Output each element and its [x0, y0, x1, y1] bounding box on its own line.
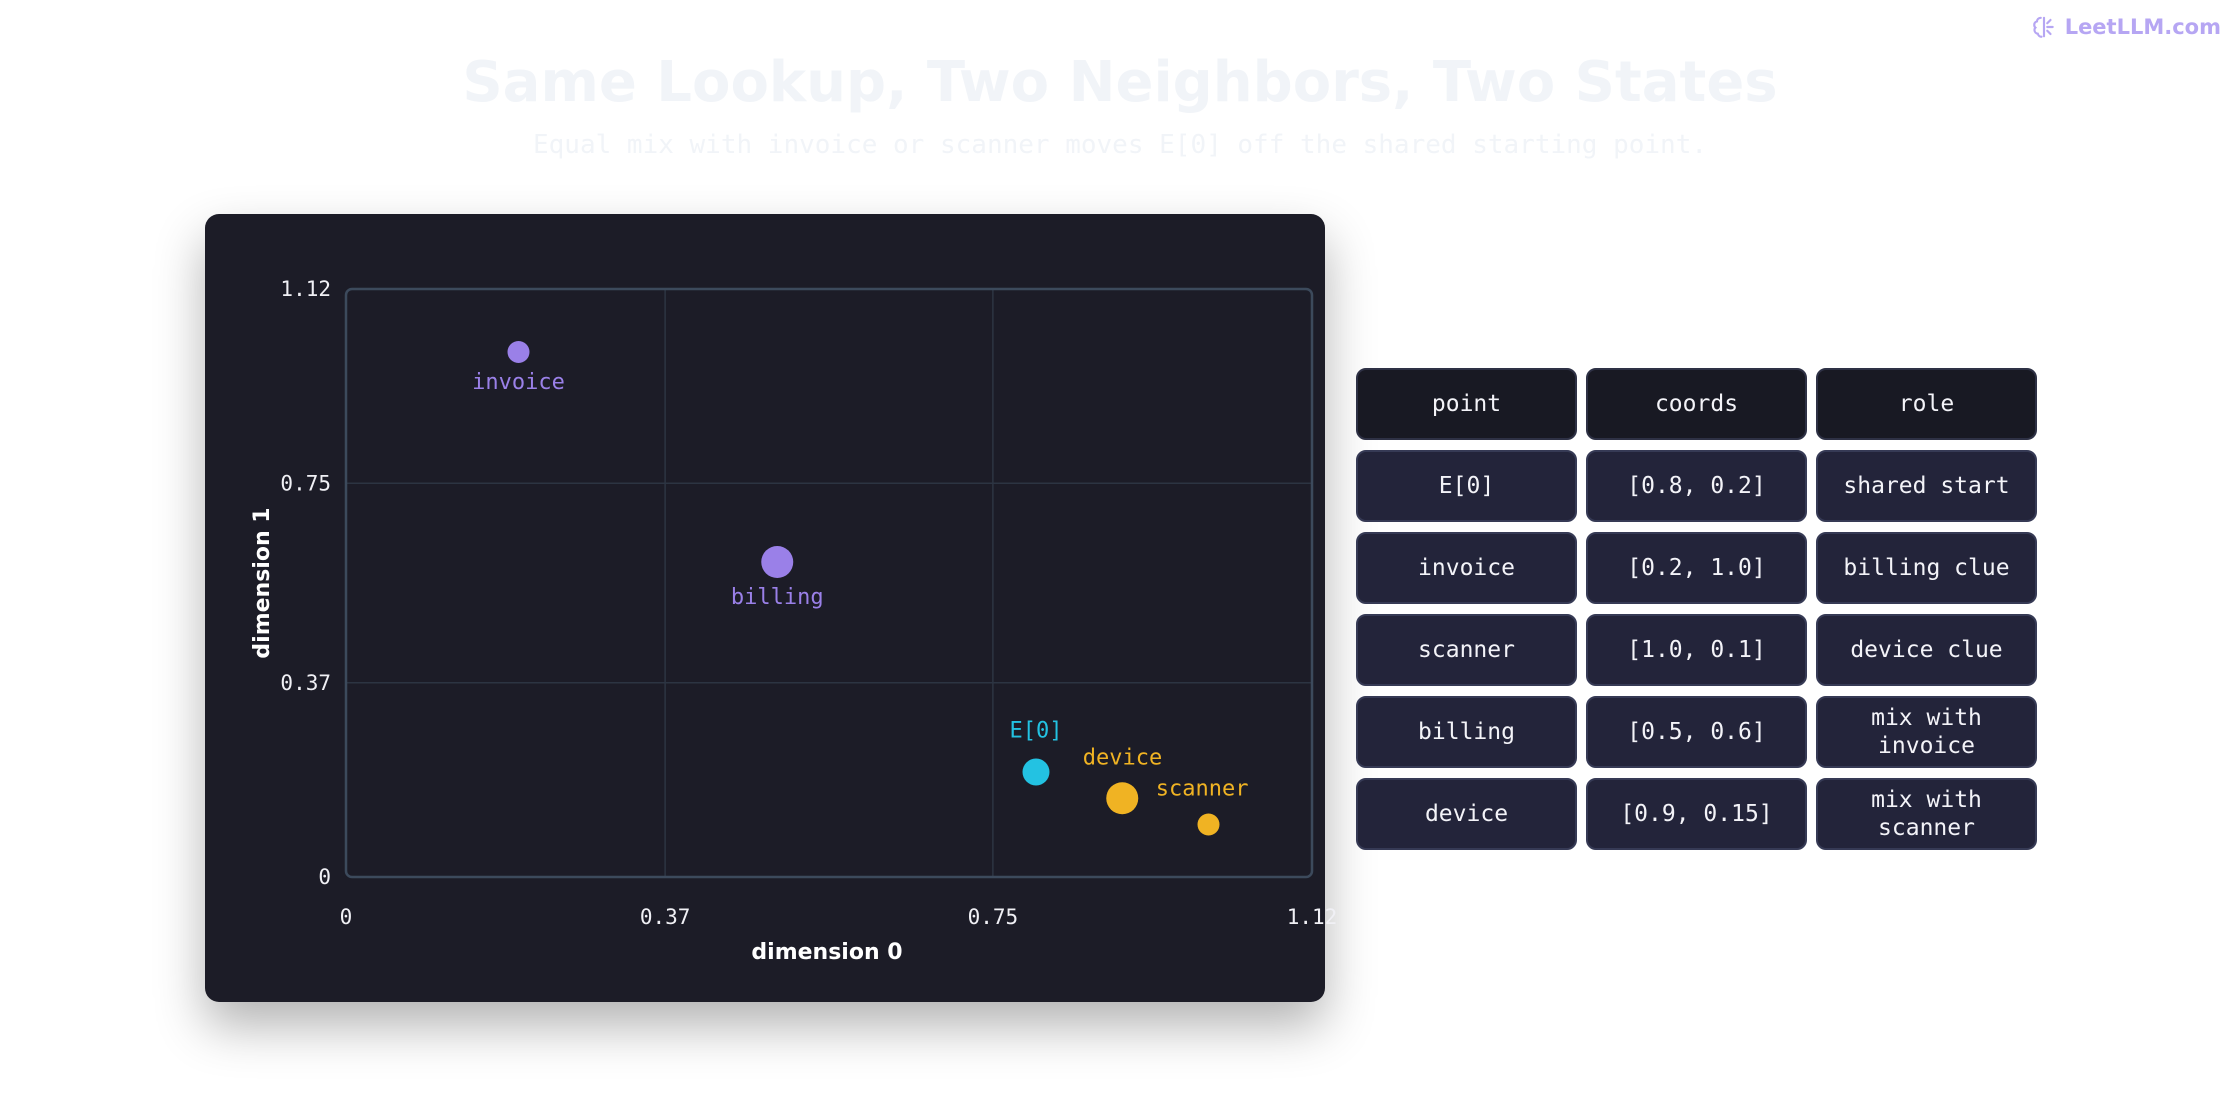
table-cell-point: E[0] [1356, 450, 1577, 522]
table-cell-point: device [1356, 778, 1577, 850]
scatter-chart: 0 0.37 0.75 1.12 0 0.37 0.75 1.12 invoice billin… [250, 277, 1337, 965]
point-label: invoice [472, 370, 565, 395]
table-cell-role: shared start [1816, 450, 2037, 522]
point-label: scanner [1156, 777, 1249, 802]
table-cell-coords: [1.0, 0.1] [1586, 614, 1807, 686]
table-cell-role: mix with scanner [1816, 778, 2037, 850]
point-scanner [1197, 813, 1220, 836]
table-header-point: point [1356, 368, 1577, 440]
table-cell-role: device clue [1816, 614, 2037, 686]
x-tick-label: 0.75 [968, 905, 1019, 929]
y-tick-label: 1.12 [280, 277, 331, 301]
table-cell-coords: [0.9, 0.15] [1586, 778, 1807, 850]
table-cell-role: mix with invoice [1816, 696, 2037, 768]
plot-frame [344, 287, 1314, 879]
grid-layer [346, 289, 1312, 877]
tick-layer: 0 0.37 0.75 1.12 0 0.37 0.75 1.12 [280, 277, 1337, 929]
table-cell-coords: [0.2, 1.0] [1586, 532, 1807, 604]
point-invoice [507, 341, 530, 363]
brain-icon [2032, 16, 2054, 38]
table-header-role: role [1816, 368, 2037, 440]
x-tick-label: 1.12 [1287, 905, 1338, 929]
brand-name: LeetLLM.com [2064, 15, 2221, 39]
x-tick-label: 0 [340, 905, 353, 929]
scatter-chart-card: 0 0.37 0.75 1.12 0 0.37 0.75 1.12 invoice billin… [205, 214, 1337, 1002]
y-tick-label: 0.75 [280, 471, 331, 495]
point-label: E[0] [1010, 719, 1063, 744]
y-axis-title: dimension 1 [250, 507, 275, 658]
table-header-coords: coords [1586, 368, 1807, 440]
table-cell-coords: [0.8, 0.2] [1586, 450, 1807, 522]
brand-logo[interactable]: LeetLLM.com [2031, 14, 2221, 40]
x-tick-label: 0.37 [640, 905, 691, 929]
y-tick-label: 0.37 [280, 671, 331, 695]
table-cell-role: billing clue [1816, 532, 2037, 604]
page-subtitle: Equal mix with invoice or scanner moves … [533, 130, 1707, 160]
point-label: device [1083, 745, 1162, 770]
table-cell-point: scanner [1356, 614, 1577, 686]
table-cell-point: invoice [1356, 532, 1577, 604]
point-label: billing [731, 585, 824, 610]
y-tick-label: 0 [318, 865, 331, 889]
point-e0 [1022, 758, 1050, 786]
coords-table: point coords role E[0] [0.8, 0.2] shared star… [1356, 368, 2037, 850]
table-cell-coords: [0.5, 0.6] [1586, 696, 1807, 768]
point-billing [761, 546, 794, 578]
point-layer: invoice billing E[0] device scanner [472, 341, 1249, 836]
x-axis-title: dimension 0 [751, 940, 902, 965]
page-title: Same Lookup, Two Neighbors, Two States [462, 50, 1778, 115]
point-device [1106, 782, 1139, 815]
table-cell-point: billing [1356, 696, 1577, 768]
